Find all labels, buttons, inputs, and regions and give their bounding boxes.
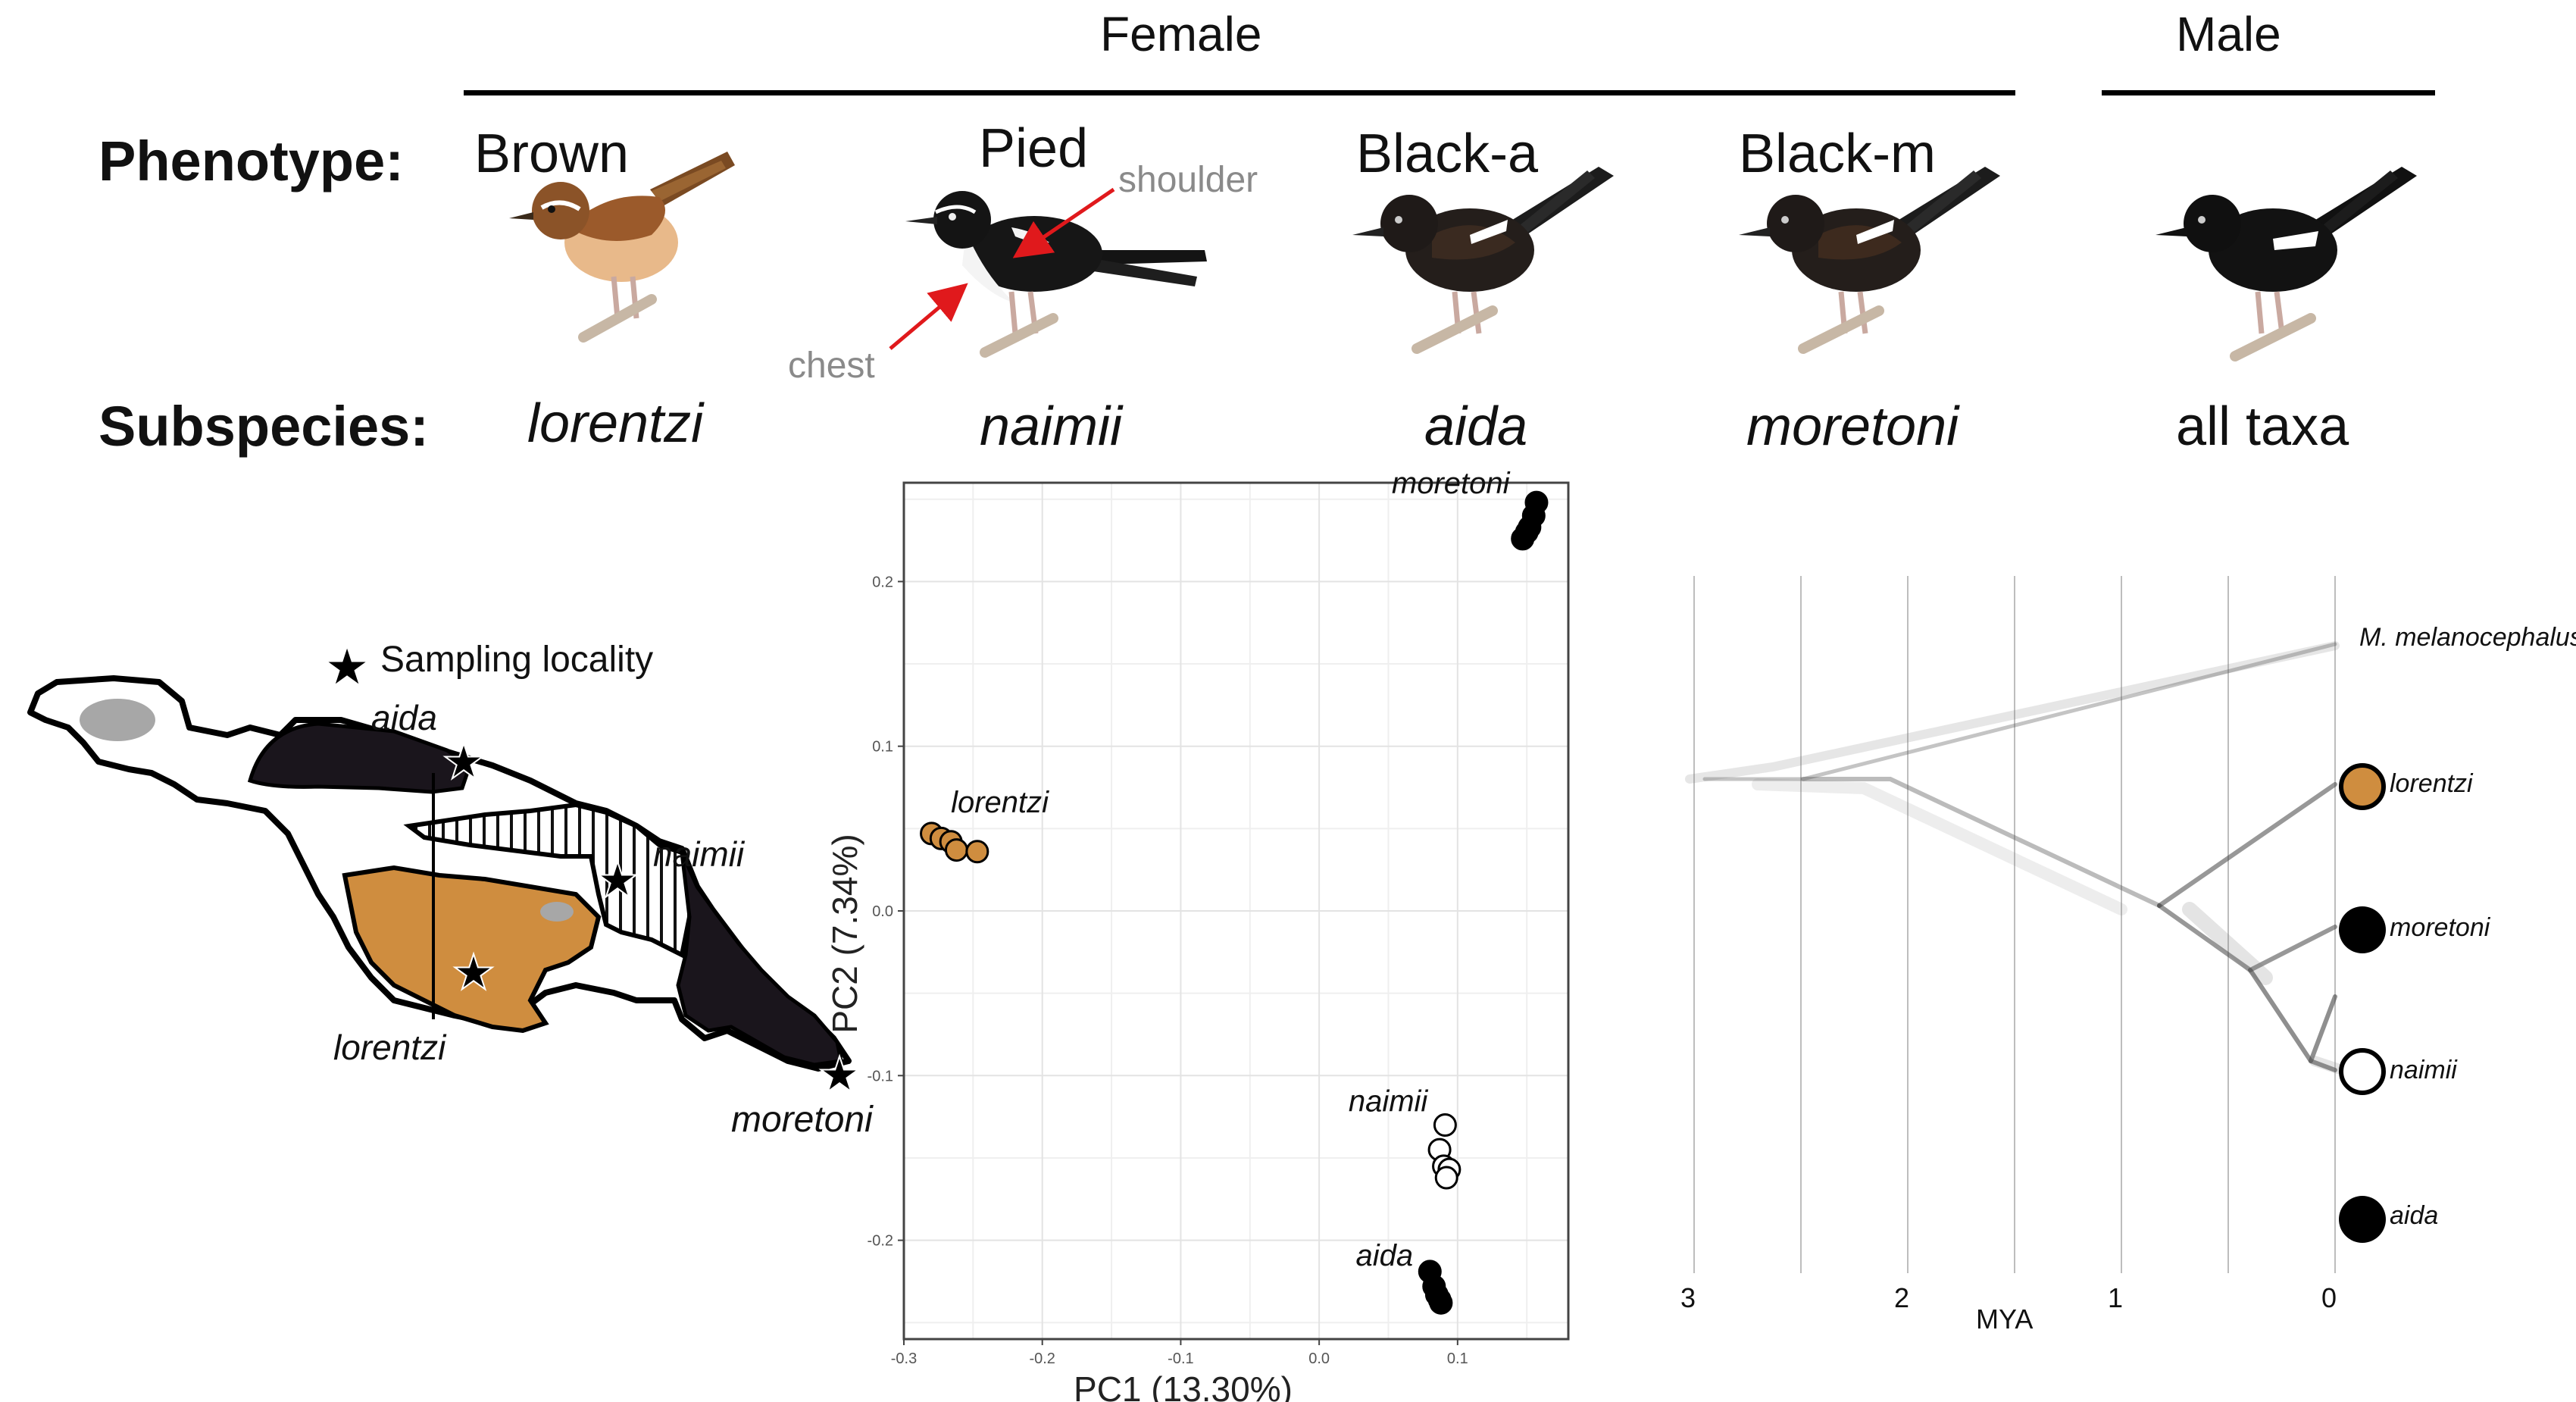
bird-illustrations xyxy=(509,152,2417,361)
chest-annotation: chest xyxy=(788,346,875,386)
phenotype-brown: Brown xyxy=(474,124,630,184)
male-header: Male xyxy=(2176,7,2281,61)
shoulder-arrow xyxy=(1012,187,1115,258)
legend-star-icon: ★ xyxy=(325,640,368,694)
subspecies-moretoni: moretoni xyxy=(1746,396,1959,457)
distribution-map: ★ ★ ★ ★ ★ xyxy=(27,640,862,1103)
x-tick-label: -0.3 xyxy=(891,1350,917,1367)
phenotype-black-m: Black-m xyxy=(1739,124,1937,184)
star-aida-icon: ★ xyxy=(442,734,485,789)
subspecies-aida: aida xyxy=(1424,396,1528,457)
x-tick-label: 0.1 xyxy=(1447,1350,1468,1367)
western-lake-shape xyxy=(80,699,155,741)
point-naimii xyxy=(1433,1113,1457,1137)
tree-tip-moretoni: moretoni xyxy=(2390,913,2490,942)
female-header: Female xyxy=(1100,7,1262,61)
male-divider xyxy=(2102,90,2435,95)
region-lorentzi xyxy=(342,865,602,1034)
tree-tick-2: 2 xyxy=(1894,1282,1910,1313)
brown-bird-icon xyxy=(509,152,735,343)
phylogeny-tree xyxy=(1685,576,2343,1273)
y-tick-label: -0.1 xyxy=(868,1068,893,1084)
central-lake-shape xyxy=(540,902,574,922)
tree-marker-moretoni xyxy=(2339,906,2386,953)
point-lorentzi xyxy=(965,840,989,864)
tree-marker-naimii xyxy=(2339,1048,2386,1095)
map-label-lorentzi: lorentzi xyxy=(333,1028,446,1067)
x-tick-label: 0.0 xyxy=(1308,1350,1330,1367)
y-tick-label: 0.0 xyxy=(872,903,893,920)
point-lorentzi xyxy=(944,838,968,862)
male-bird-icon xyxy=(2156,167,2417,361)
tree-branches xyxy=(1685,641,2343,1074)
point-moretoni xyxy=(1511,527,1535,551)
x-tick-label: -0.1 xyxy=(1168,1350,1193,1367)
series-label-moretoni: moretoni xyxy=(1392,467,1511,500)
x-tick-label: -0.2 xyxy=(1029,1350,1055,1367)
y-tick-label: -0.2 xyxy=(868,1233,893,1250)
phenotype-pied: Pied xyxy=(979,118,1089,179)
map-label-moretoni: moretoni xyxy=(731,1100,873,1140)
subspecies-row-label: Subspecies: xyxy=(98,395,429,458)
point-aida xyxy=(1429,1291,1453,1315)
star-moretoni-icon: ★ xyxy=(818,1047,861,1102)
map-label-aida: aida xyxy=(371,698,437,737)
black-m-bird-icon xyxy=(1739,167,2000,354)
phenotype-row-label: Phenotype: xyxy=(98,130,404,192)
phenotype-black-a: Black-a xyxy=(1356,124,1539,184)
point-naimii xyxy=(1434,1166,1458,1190)
tree-grid xyxy=(1693,576,2336,1273)
map-label-naimii: naimii xyxy=(653,834,745,874)
chest-arrow xyxy=(889,283,968,350)
region-naimii xyxy=(403,802,700,959)
tree-tick-1: 1 xyxy=(2108,1282,2124,1313)
series-label-aida: aida xyxy=(1355,1239,1413,1272)
tree-tick-0: 0 xyxy=(2321,1282,2337,1313)
tree-tip-lorentzi: lorentzi xyxy=(2390,769,2473,798)
tree-tick-3: 3 xyxy=(1680,1282,1696,1313)
tree-marker-aida xyxy=(2339,1196,2386,1243)
map-legend-label: Sampling locality xyxy=(380,640,654,680)
tree-axis-label: MYA xyxy=(1976,1303,2034,1335)
star-lorentzi-icon: ★ xyxy=(452,945,495,1000)
subspecies-all-taxa: all taxa xyxy=(2176,396,2349,457)
tree-tip-aida: aida xyxy=(2390,1201,2439,1230)
y-tick-label: 0.2 xyxy=(872,574,893,590)
series-label-lorentzi: lorentzi xyxy=(951,786,1049,819)
black-a-bird-icon xyxy=(1352,167,1614,354)
pca-scatter-plot: -0.3 -0.2 -0.1 0.0 0.1 -0.2 -0.1 0.0 0.1 0.2 PC1 (… xyxy=(825,467,1570,1402)
subspecies-lorentzi: lorentzi xyxy=(527,393,704,454)
series-label-naimii: naimii xyxy=(1349,1085,1429,1119)
female-divider xyxy=(464,90,2015,95)
region-moretoni xyxy=(676,851,843,1067)
tree-tip-outgroup: M. melanocephalus xyxy=(2359,623,2576,652)
pied-bird-icon xyxy=(905,191,1207,358)
shoulder-annotation: shoulder xyxy=(1118,160,1258,200)
star-naimii-icon: ★ xyxy=(596,853,639,907)
subspecies-naimii: naimii xyxy=(980,396,1123,457)
region-aida xyxy=(247,721,472,794)
y-tick-label: 0.1 xyxy=(872,739,893,756)
tree-marker-lorentzi xyxy=(2339,763,2386,810)
y-axis-label: PC2 (7.34%) xyxy=(825,834,864,1033)
tree-tip-naimii: naimii xyxy=(2390,1056,2457,1084)
x-axis-label: PC1 (13.30%) xyxy=(1074,1369,1293,1402)
